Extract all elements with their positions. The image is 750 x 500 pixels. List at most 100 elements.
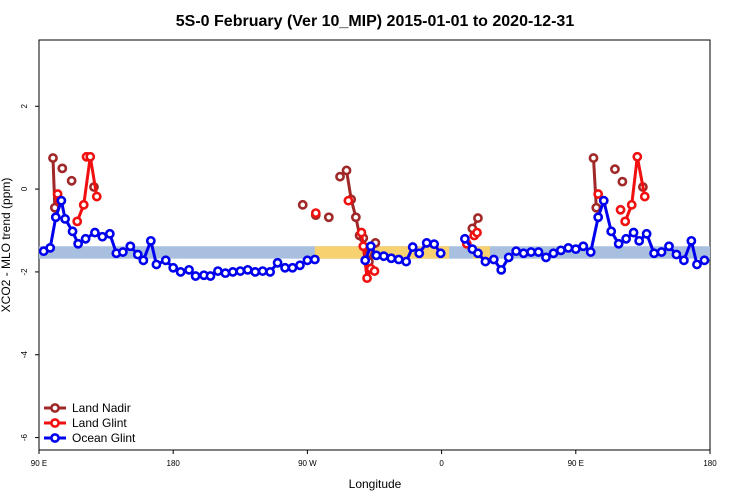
x-tick-label: 90 W [298,459,317,468]
plot-frame [38,39,711,451]
data-point [257,266,268,276]
data-point [649,248,659,259]
data-point [401,256,412,267]
data-point [621,233,632,244]
data-point [66,175,77,186]
y-axis-label: XCO2 - MLO trend (ppm) [0,178,13,313]
data-point [518,248,529,259]
data-point [97,231,108,242]
data-point [421,238,432,248]
data-point [634,235,645,246]
data-point [593,212,604,223]
data-point [641,228,652,239]
data-point [295,260,305,271]
y-tick-label: -4 [20,351,29,359]
data-point [626,199,637,210]
data-point [80,233,91,244]
series-1 [52,151,650,284]
data-point [407,242,418,252]
legend-label: Ocean Glint [72,431,136,445]
data-point [309,254,320,265]
data-point [459,233,470,244]
legend-label: Land Glint [72,416,127,430]
data-point [386,253,397,264]
data-point [585,247,596,257]
data-point [272,257,283,268]
data-point [138,255,149,266]
data-point [57,163,68,174]
data-point [175,267,186,277]
data-point [570,244,581,255]
data-point [664,241,674,252]
data-point [429,239,440,250]
data-point [350,212,361,223]
data-point [250,267,261,277]
data-point [671,249,682,260]
data-point [145,235,156,246]
data-point [617,176,628,187]
data-point [548,248,559,259]
data-point [190,271,201,281]
data-point [533,247,544,257]
data-point [656,247,667,257]
data-point [184,264,194,275]
data-point [168,262,179,273]
data-point [220,268,231,279]
data-point [85,151,96,162]
y-axis: 2 0 -2 -4 -6 [20,103,39,441]
data-point [511,246,522,257]
data-point [578,241,589,252]
chart-title: 5S-0 February (Ver 10_MIP) 2015-01-01 to… [176,13,575,30]
series-line [592,157,598,208]
data-point [360,255,371,266]
x-tick-label: 90 E [568,459,584,468]
data-point [639,191,650,202]
series-layer [38,151,710,284]
data-point [205,271,216,281]
data-point [692,259,702,270]
data-point [496,264,507,275]
y-tick-label: -2 [20,268,29,276]
data-point [78,199,89,210]
data-point [67,226,78,237]
series-line [623,155,647,222]
data-point [280,262,290,273]
data-point [323,212,334,223]
data-point [526,247,536,257]
series-line [51,157,57,208]
data-point [555,245,566,256]
data-point [686,235,697,246]
data-point [480,256,491,267]
data-point [297,199,308,210]
data-point [610,164,620,175]
legend-marker [50,433,60,443]
data-point [613,238,624,249]
data-point [414,248,425,259]
data-point [606,226,617,237]
data-point [699,255,710,266]
data-point [91,191,102,202]
data-point [620,216,631,227]
data-point [358,241,369,252]
x-axis: 90 E 180 90 W 0 90 E 180 [31,450,717,468]
data-point [473,213,483,223]
x-tick-label: 180 [167,459,181,468]
y-tick-label: 0 [20,186,29,191]
data-point [632,151,643,162]
data-point [598,195,609,206]
data-point [378,251,389,262]
data-point [435,248,446,259]
data-point [235,266,246,276]
data-point [227,267,238,277]
data-point [488,254,499,265]
x-tick-label: 0 [439,459,444,468]
data-point [265,267,276,277]
data-point [362,273,372,284]
data-point [56,195,67,206]
data-point [72,216,83,227]
data-point [343,195,354,206]
data-point [160,255,171,266]
data-point [73,238,84,249]
